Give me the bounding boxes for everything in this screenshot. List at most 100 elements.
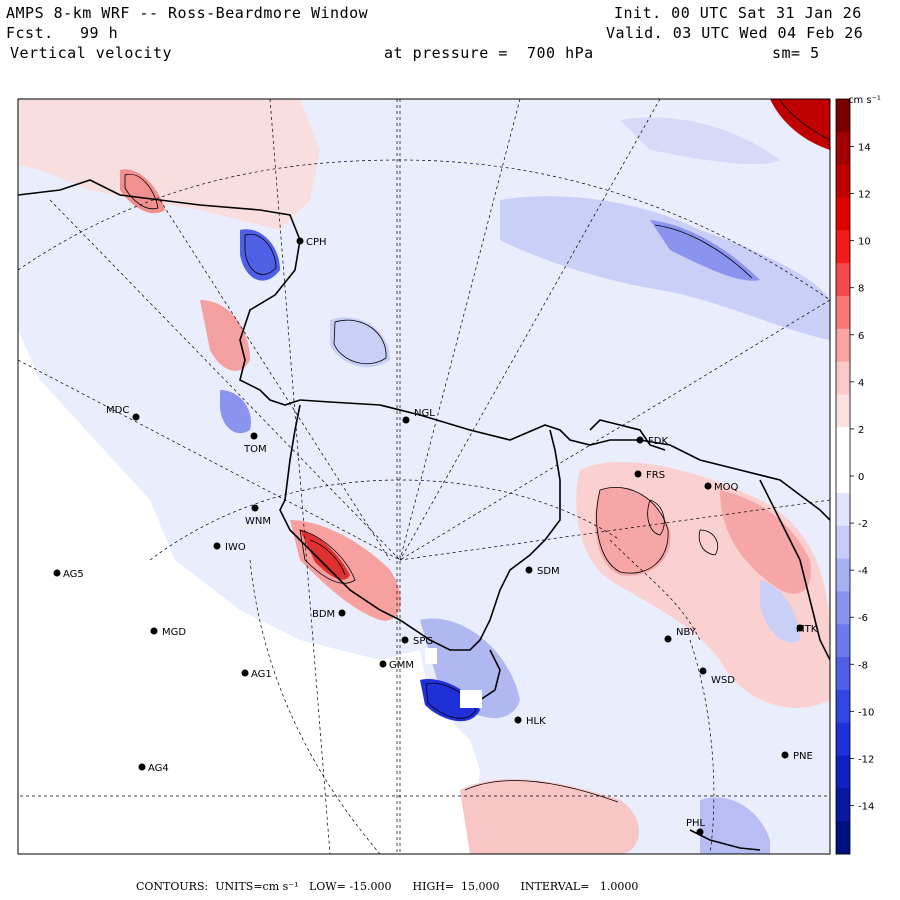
pressure-level: at pressure = 700 hPa — [384, 44, 594, 62]
map-title: AMPS 8-km WRF -- Ross-Beardmore Window — [6, 4, 369, 22]
station-markers: CPH MDC NGL TOM FDK FRS MOQ WNM IWO AG5 SDM BDM MGD S… — [53, 237, 818, 836]
colorbar-swatch — [836, 755, 850, 789]
init-time: Init. 00 UTC Sat 31 Jan 26 — [614, 4, 862, 22]
colorbar-swatch — [836, 788, 850, 822]
station-label-hlk: HLK — [526, 716, 546, 727]
colorbar-label: 8 — [858, 284, 864, 295]
contour-lines — [124, 99, 830, 803]
positive-region — [200, 300, 250, 371]
forecast-hour: 99 h — [80, 24, 119, 42]
colorbar-label: -12 — [858, 754, 874, 765]
colorbar-swatch — [836, 230, 850, 264]
station-dot-mgd — [150, 627, 158, 635]
colorbar-label: 10 — [858, 237, 871, 248]
station-label-frs: FRS — [646, 470, 665, 481]
contour-high: HIGH= 15.000 — [412, 880, 500, 893]
station-dot-iwo — [213, 542, 221, 550]
colorbar-swatch — [836, 657, 850, 691]
station-label-bdm: BDM — [312, 609, 335, 620]
station-dot-fdk — [636, 436, 644, 444]
station-dot-ag5 — [53, 569, 61, 577]
negative-region — [760, 580, 800, 643]
station-label-gmm: GMM — [389, 660, 414, 671]
colorbar-label: 12 — [858, 190, 871, 201]
station-dot-ag1 — [241, 669, 249, 677]
negative-region — [620, 117, 780, 165]
station-label-fdk: FDK — [648, 436, 668, 447]
color-scale: 14 12 10 8 6 4 2 0 -2 -4 -6 -8 -10 -12 -14 — [835, 98, 874, 855]
station-label-mdc: MDC — [106, 405, 129, 416]
station-label-wnm: WNM — [245, 516, 271, 527]
colorbar-swatch — [836, 624, 850, 658]
colorbar-swatch — [836, 427, 850, 461]
negative-core — [420, 679, 480, 722]
negative-region — [220, 390, 251, 434]
station-dot-moq — [704, 482, 712, 490]
colorbar-label: 4 — [858, 378, 864, 389]
station-dot-tom — [250, 432, 258, 440]
colorbar-label: 0 — [858, 472, 864, 483]
colorbar-swatch — [836, 295, 850, 330]
colorbar-swatch — [836, 197, 850, 231]
station-label-phl: PHL — [686, 818, 706, 829]
station-dot-spg — [401, 636, 409, 644]
station-dot-wsd — [699, 667, 707, 675]
station-label-sdm: SDM — [537, 566, 560, 577]
station-label-tom: TOM — [243, 444, 267, 455]
station-dot-mtk — [796, 624, 804, 632]
valid-time: Valid. 03 UTC Wed 04 Feb 26 — [606, 24, 864, 42]
station-label-nby: NBY — [676, 627, 697, 638]
colorbar-swatch — [836, 492, 850, 527]
negative-core — [240, 229, 280, 281]
station-label-moq: MOQ — [714, 482, 738, 493]
station-dot-mdc — [132, 413, 140, 421]
colorbar-label: -4 — [858, 566, 868, 577]
station-dot-nby — [664, 635, 672, 643]
station-dot-pne — [781, 751, 789, 759]
station-label-ag5: AG5 — [63, 569, 84, 580]
contour-units: CONTOURS: UNITS=cm s⁻¹ — [136, 880, 299, 893]
colorbar-swatch — [836, 689, 850, 724]
colorbar-frame — [835, 98, 851, 855]
colorbar-swatch — [836, 525, 850, 560]
colorbar-label: -8 — [858, 660, 868, 671]
contour-info: CONTOURS: UNITS=cm s⁻¹ LOW= -15.000 HIGH… — [136, 880, 638, 893]
station-dot-cph — [296, 237, 304, 245]
negative-region — [650, 220, 760, 281]
colorbar-swatch — [836, 722, 850, 757]
colorbar-units: cm s⁻¹ — [848, 95, 881, 106]
colorbar-label: -6 — [858, 613, 868, 624]
station-dot-hlk — [514, 716, 522, 724]
station-dot-sdm — [525, 566, 533, 574]
station-label-mgd: MGD — [162, 627, 186, 638]
station-dot-phl — [696, 828, 704, 836]
negative-region — [700, 797, 770, 854]
station-dot-gmm — [379, 660, 387, 668]
colorbar-swatch — [836, 164, 850, 198]
station-label-ngl: NGL — [414, 408, 435, 419]
field-name: Vertical velocity — [10, 44, 173, 62]
colorbar-label: 14 — [858, 143, 871, 154]
station-label-ag4: AG4 — [148, 763, 169, 774]
negative-region — [500, 196, 830, 340]
positive-region — [595, 487, 671, 576]
station-label-ag1: AG1 — [251, 669, 272, 680]
station-dot-ag4 — [138, 763, 146, 771]
station-label-spg: SPG — [413, 636, 433, 647]
colorbar-swatch — [836, 328, 850, 363]
colorbar-swatch — [836, 821, 850, 855]
positive-region — [460, 779, 639, 854]
station-label-cph: CPH — [306, 237, 327, 248]
station-label-iwo: IWO — [225, 542, 246, 553]
positive-core — [770, 99, 830, 150]
map-plot-area — [18, 99, 830, 854]
colorbar-swatch — [836, 99, 850, 133]
colorbar-label: 6 — [858, 331, 864, 342]
terrain-mask-area — [18, 330, 480, 854]
colorbar-swatch — [836, 591, 850, 625]
colorbar-label: -14 — [858, 802, 874, 813]
station-label-wsd: WSD — [711, 675, 735, 686]
missing-data-patch — [460, 690, 482, 708]
positive-region — [18, 99, 320, 230]
